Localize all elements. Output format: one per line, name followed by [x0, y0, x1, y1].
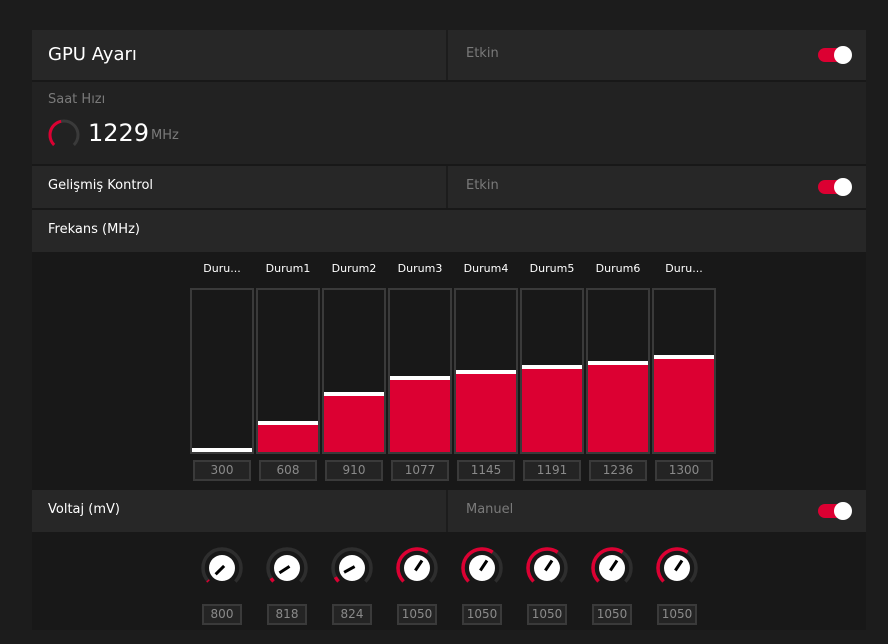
voltage-value-input[interactable]: 818	[267, 604, 307, 625]
page-title: GPU Ayarı	[48, 44, 137, 65]
voltage-mode-label: Manuel	[466, 502, 514, 517]
advanced-control-label: Gelişmiş Kontrol	[48, 178, 154, 193]
frequency-slider[interactable]	[388, 288, 452, 454]
gpu-enable-toggle[interactable]	[818, 46, 852, 64]
frequency-row: Frekans (MHz)	[32, 210, 866, 252]
frequency-value-input[interactable]: 1145	[457, 460, 515, 481]
clock-unit: MHz	[151, 128, 179, 143]
voltage-knob-3[interactable]: 1050	[395, 546, 439, 625]
knob-dial-icon	[591, 547, 633, 589]
knob-dial-icon	[266, 547, 308, 589]
frequency-slider[interactable]	[652, 288, 716, 454]
state-name: Durum1	[265, 262, 311, 275]
voltage-knob-2[interactable]: 824	[330, 546, 374, 625]
frequency-slider[interactable]	[586, 288, 650, 454]
state-name: Durum2	[331, 262, 377, 275]
frequency-slider[interactable]	[190, 288, 254, 454]
gpu-settings-panel: GPU Ayarı Etkin Saat Hızı 1229 MHz Geliş…	[32, 30, 866, 630]
voltage-value-input[interactable]: 1050	[527, 604, 567, 625]
knob-dial-icon	[331, 547, 373, 589]
voltage-value-input[interactable]: 1050	[462, 604, 502, 625]
voltage-knobs: 800 818 824 1050 1050 1050 1050 1050	[32, 532, 866, 630]
voltage-value-input[interactable]: 824	[332, 604, 372, 625]
knob-dial-icon	[461, 547, 503, 589]
frequency-value-input[interactable]: 1077	[391, 460, 449, 481]
frequency-value-input[interactable]: 1191	[523, 460, 581, 481]
frequency-slider[interactable]	[454, 288, 518, 454]
advanced-status-label: Etkin	[466, 178, 499, 193]
state-name: Durum4	[463, 262, 509, 275]
knob-dial-icon	[526, 547, 568, 589]
voltage-value-input[interactable]: 1050	[592, 604, 632, 625]
voltage-row: Voltaj (mV) Manuel	[32, 490, 866, 532]
frequency-label: Frekans (MHz)	[48, 222, 140, 237]
state-name: Duru...	[665, 262, 703, 275]
gpu-status-label: Etkin	[466, 46, 499, 61]
state-name: Durum6	[595, 262, 641, 275]
knob-dial-icon	[396, 547, 438, 589]
frequency-value-input[interactable]: 910	[325, 460, 383, 481]
frequency-states: Duru... 300 Durum1 608 Durum2 910 Durum3 10…	[32, 252, 866, 490]
frequency-value-input[interactable]: 1236	[589, 460, 647, 481]
knob-dial-icon	[656, 547, 698, 589]
voltage-knob-0[interactable]: 800	[200, 546, 244, 625]
frequency-value-input[interactable]: 608	[259, 460, 317, 481]
clock-value: 1229	[88, 119, 150, 147]
state-name: Durum3	[397, 262, 443, 275]
slider-fill	[654, 354, 714, 452]
knob-dial-icon	[201, 547, 243, 589]
advanced-control-row: Gelişmiş Kontrol Etkin	[32, 166, 866, 208]
slider-fill	[390, 376, 450, 452]
slider-fill	[588, 360, 648, 452]
clock-gauge-icon	[48, 119, 80, 151]
clock-label: Saat Hızı	[48, 92, 106, 107]
clock-row: Saat Hızı 1229 MHz	[32, 82, 866, 164]
frequency-slider[interactable]	[520, 288, 584, 454]
voltage-label: Voltaj (mV)	[48, 502, 120, 517]
advanced-control-toggle[interactable]	[818, 178, 852, 196]
gpu-header-row: GPU Ayarı Etkin	[32, 30, 866, 80]
voltage-knob-6[interactable]: 1050	[590, 546, 634, 625]
state-name: Duru...	[203, 262, 241, 275]
state-name: Durum5	[529, 262, 575, 275]
voltage-value-input[interactable]: 1050	[657, 604, 697, 625]
voltage-knob-5[interactable]: 1050	[525, 546, 569, 625]
voltage-value-input[interactable]: 1050	[397, 604, 437, 625]
voltage-knob-4[interactable]: 1050	[460, 546, 504, 625]
slider-fill	[192, 448, 252, 452]
frequency-value-input[interactable]: 1300	[655, 460, 713, 481]
slider-fill	[456, 369, 516, 452]
frequency-value-input[interactable]: 300	[193, 460, 251, 481]
slider-fill	[324, 391, 384, 452]
slider-fill	[522, 365, 582, 452]
frequency-slider[interactable]	[256, 288, 320, 454]
voltage-knob-1[interactable]: 818	[265, 546, 309, 625]
frequency-slider[interactable]	[322, 288, 386, 454]
slider-fill	[258, 420, 318, 452]
voltage-value-input[interactable]: 800	[202, 604, 242, 625]
voltage-manual-toggle[interactable]	[818, 502, 852, 520]
voltage-knob-7[interactable]: 1050	[655, 546, 699, 625]
